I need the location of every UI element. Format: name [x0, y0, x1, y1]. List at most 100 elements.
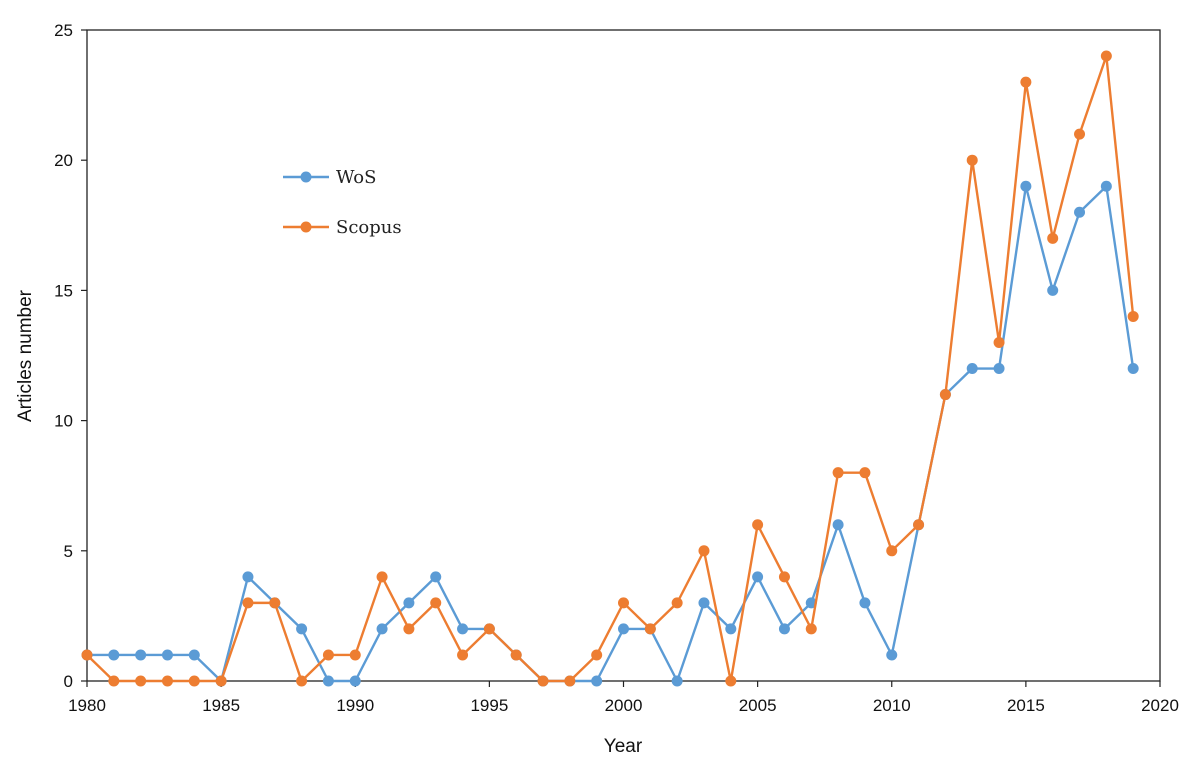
data-point: [805, 623, 817, 635]
data-point: [457, 623, 469, 635]
y-tick-label: 5: [64, 542, 73, 561]
data-point: [1047, 232, 1059, 244]
data-point: [483, 623, 495, 635]
data-point: [591, 675, 603, 687]
data-point: [188, 675, 200, 687]
data-point: [698, 597, 710, 609]
data-point: [644, 623, 656, 635]
data-point: [242, 597, 254, 609]
data-point: [591, 649, 603, 661]
y-tick-label: 20: [54, 151, 73, 170]
x-tick-label: 1980: [68, 696, 106, 715]
data-point: [1047, 284, 1059, 296]
data-point: [671, 675, 683, 687]
data-point: [832, 519, 844, 531]
data-point: [403, 623, 415, 635]
data-point: [725, 623, 737, 635]
data-point: [81, 649, 93, 661]
data-point: [725, 675, 737, 687]
data-point: [188, 649, 200, 661]
data-point: [618, 623, 629, 635]
data-point: [886, 649, 898, 661]
data-point: [135, 675, 147, 687]
data-point: [457, 649, 469, 661]
data-point: [537, 675, 549, 687]
data-point: [242, 571, 254, 583]
data-point: [108, 675, 120, 687]
data-point: [322, 649, 334, 661]
x-tick-label: 2015: [1007, 696, 1045, 715]
plot-area: [86, 29, 1161, 682]
y-tick-label: 10: [54, 412, 73, 431]
data-point: [778, 623, 790, 635]
data-point: [1074, 206, 1086, 218]
data-point: [1127, 363, 1139, 375]
y-tick-label: 25: [54, 21, 73, 40]
x-tick-label: 1995: [470, 696, 508, 715]
x-tick-label: 1985: [202, 696, 240, 715]
x-tick-label: 2010: [873, 696, 911, 715]
data-point: [108, 649, 120, 661]
data-point: [376, 623, 388, 635]
data-point: [322, 675, 334, 687]
data-point: [671, 597, 683, 609]
legend-item: Scopus: [283, 217, 402, 238]
data-point: [1127, 310, 1139, 322]
data-point: [1020, 180, 1032, 192]
y-tick-label: 0: [64, 672, 73, 691]
data-point: [939, 389, 951, 401]
legend-swatch-marker: [300, 171, 312, 183]
data-point: [966, 363, 978, 375]
x-tick-label: 2005: [739, 696, 777, 715]
data-point: [913, 519, 925, 531]
data-point: [618, 597, 629, 609]
y-axis-ticks: 0 5 10 15 20 25: [54, 21, 87, 691]
data-point: [1100, 50, 1112, 62]
series-line: [86, 54, 1135, 683]
legend: WoS Scopus: [283, 167, 402, 238]
data-point: [161, 649, 173, 661]
data-point: [859, 467, 871, 479]
data-point: [698, 545, 710, 557]
data-point: [430, 571, 442, 583]
data-point: [993, 336, 1005, 348]
x-tick-label: 1990: [336, 696, 374, 715]
data-point: [135, 649, 147, 661]
data-point: [966, 154, 978, 166]
y-axis-title: Articles number: [15, 289, 36, 422]
series-scopus: [81, 50, 1139, 687]
data-point: [1100, 180, 1112, 192]
x-axis-title: Year: [604, 736, 643, 757]
data-point: [296, 675, 308, 687]
data-point: [376, 571, 388, 583]
data-point: [832, 467, 844, 479]
data-point: [269, 597, 281, 609]
legend-label: WoS: [336, 167, 376, 188]
data-point: [859, 597, 871, 609]
data-point: [403, 597, 415, 609]
legend-swatch-marker: [300, 221, 312, 233]
data-point: [805, 597, 817, 609]
x-tick-label: 2000: [605, 696, 643, 715]
data-point: [752, 519, 764, 531]
data-point: [886, 545, 898, 557]
data-point: [430, 597, 442, 609]
data-point: [296, 623, 308, 635]
data-point: [1020, 76, 1032, 88]
x-axis-ticks: 1980 1985 1990 1995 2000 2005 2010 2015 2020: [68, 681, 1179, 715]
data-point: [778, 571, 790, 583]
data-point: [349, 675, 361, 687]
legend-item: WoS: [283, 167, 376, 188]
data-point: [752, 571, 764, 583]
data-point: [215, 675, 227, 687]
data-point: [349, 649, 361, 661]
data-point: [993, 363, 1005, 375]
data-point: [161, 675, 173, 687]
y-tick-label: 15: [54, 281, 73, 300]
series-layer: [81, 50, 1139, 687]
x-tick-label: 2020: [1141, 696, 1179, 715]
data-point: [1074, 128, 1086, 140]
series-line: [87, 185, 1135, 683]
